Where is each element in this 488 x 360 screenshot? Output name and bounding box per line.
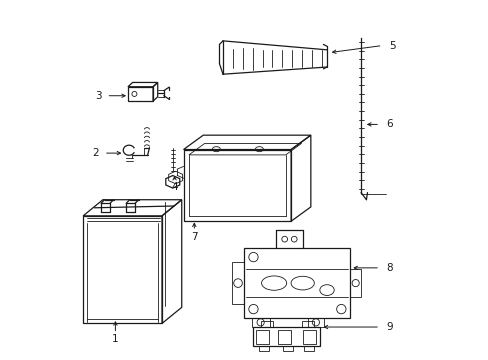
Text: 4: 4 xyxy=(171,182,178,192)
Text: 5: 5 xyxy=(388,41,395,50)
Text: 7: 7 xyxy=(191,232,197,242)
Text: 6: 6 xyxy=(386,120,392,129)
Bar xyxy=(255,330,268,343)
Bar xyxy=(302,330,315,343)
Bar xyxy=(278,330,290,343)
Text: 9: 9 xyxy=(386,322,392,332)
Text: 1: 1 xyxy=(112,334,119,344)
Text: 2: 2 xyxy=(92,148,99,158)
Text: 3: 3 xyxy=(95,91,102,101)
Text: 8: 8 xyxy=(386,263,392,273)
